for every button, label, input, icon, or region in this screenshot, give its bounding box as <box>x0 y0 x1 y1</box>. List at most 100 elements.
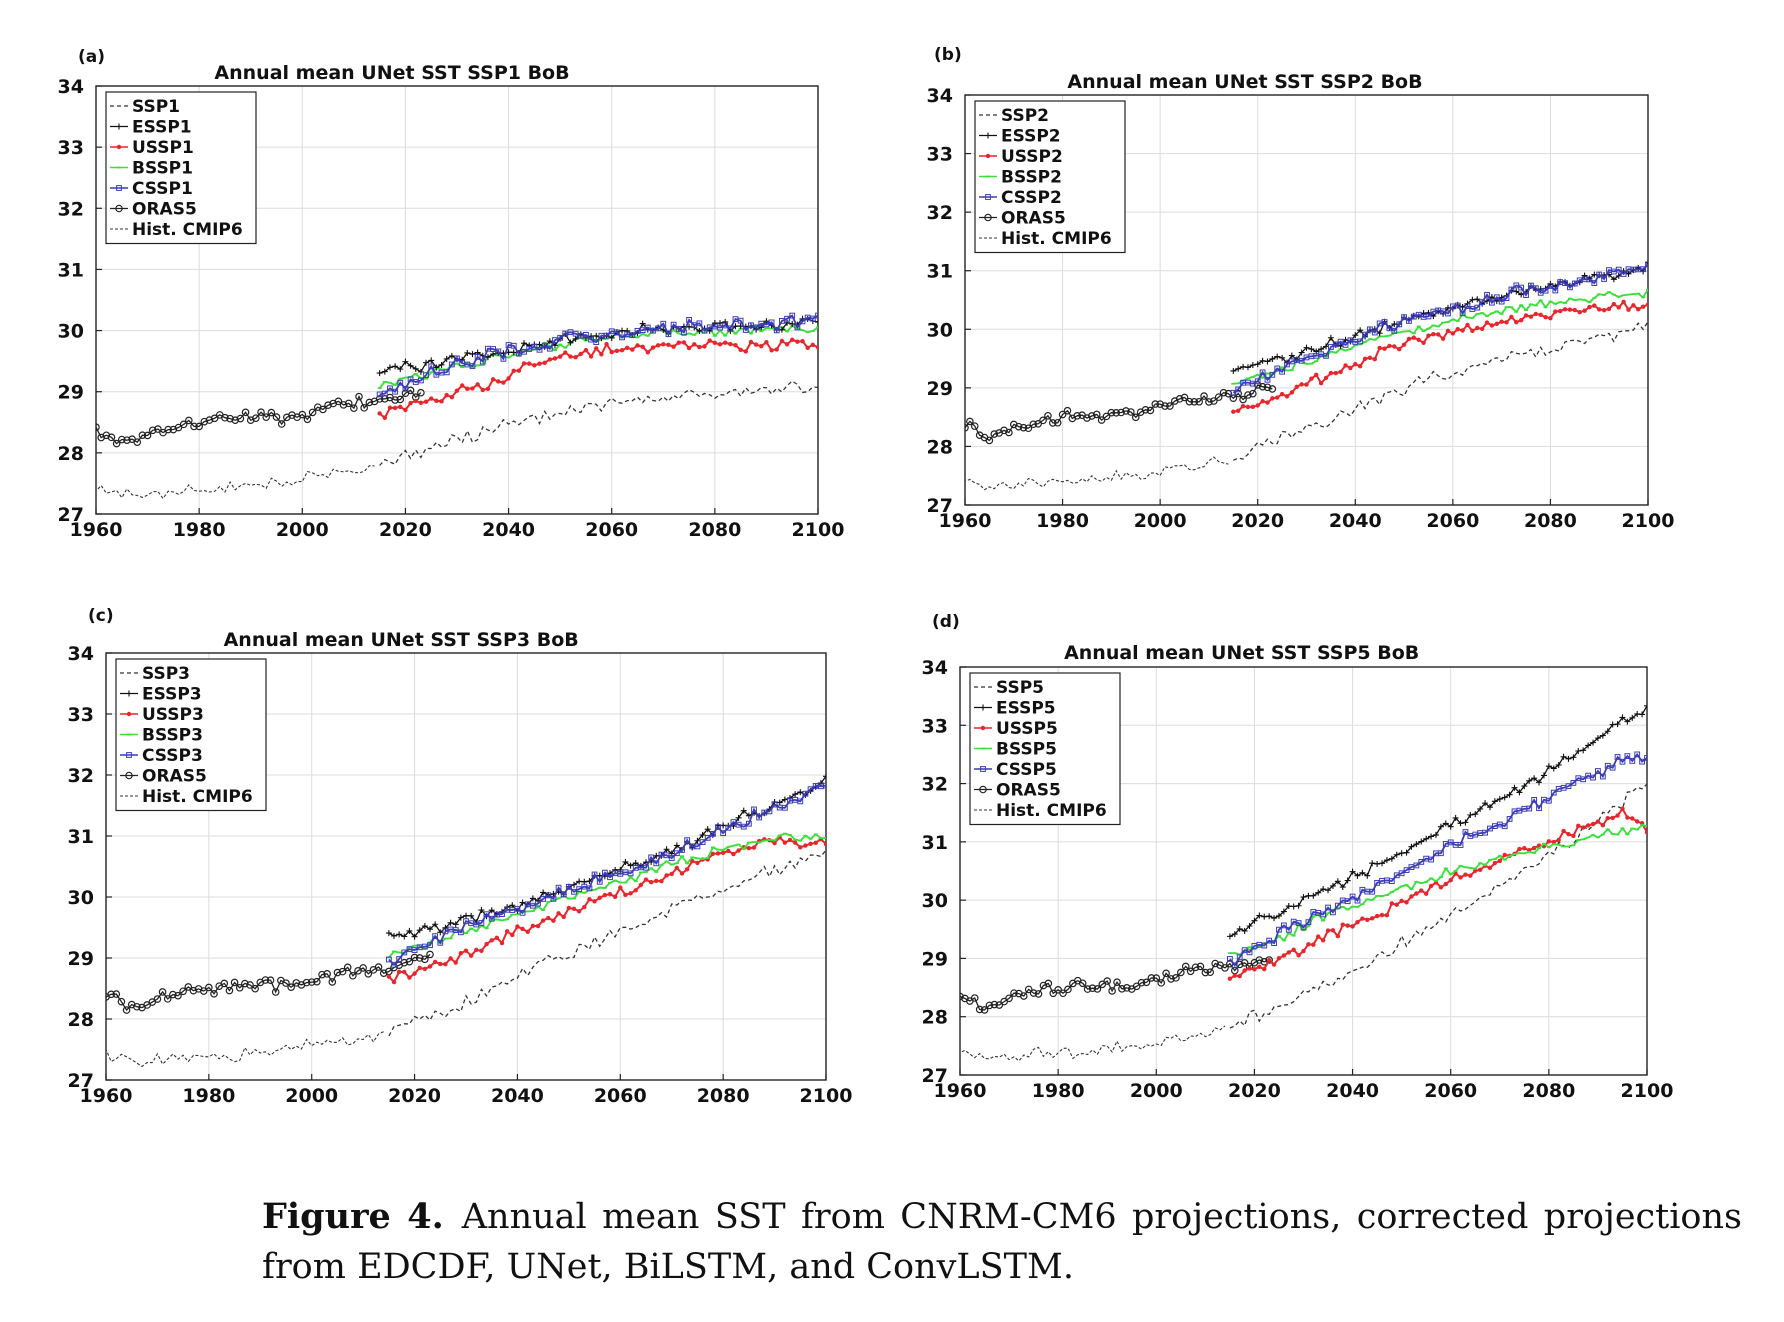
data-point <box>696 320 703 327</box>
data-point <box>1428 833 1435 840</box>
data-point <box>454 355 460 362</box>
figure-caption: Figure 4. Annual mean SST from CNRM-CM6 p… <box>262 1192 1742 1292</box>
data-point <box>597 895 602 901</box>
data-point <box>1354 872 1361 879</box>
data-point <box>417 965 422 971</box>
data-point <box>742 327 749 333</box>
data-point <box>457 914 464 921</box>
y-tick-label: 29 <box>58 382 84 404</box>
data-point <box>529 895 536 902</box>
data-point <box>1345 923 1350 928</box>
data-point <box>588 354 594 359</box>
data-point <box>699 839 706 845</box>
y-tick-label: 28 <box>68 1009 94 1031</box>
data-point <box>550 895 557 902</box>
data-point <box>1509 314 1514 320</box>
data-point <box>1516 789 1523 796</box>
data-point <box>1486 804 1493 811</box>
data-point <box>782 840 788 845</box>
series-layer <box>965 259 1648 491</box>
data-point <box>712 340 718 346</box>
data-point <box>1503 295 1510 301</box>
data-point <box>566 905 572 911</box>
legend-label: Hist. CMIP6 <box>132 220 243 240</box>
data-point <box>576 909 582 914</box>
series-cssp2 <box>1230 261 1648 396</box>
data-point <box>1240 403 1246 409</box>
data-point <box>412 365 419 372</box>
data-point <box>449 394 455 400</box>
data-point <box>527 361 532 366</box>
data-point <box>444 392 449 398</box>
x-tick-label: 1980 <box>1036 510 1089 532</box>
data-point <box>1147 974 1156 982</box>
data-point <box>1291 947 1296 953</box>
chart-panel-4: (d) Annual mean UNet SST SSP5 BoB 1960 1980… <box>922 612 1674 1102</box>
data-point <box>1388 878 1395 884</box>
data-point <box>1474 304 1481 311</box>
data-point <box>1252 967 1257 972</box>
data-point <box>1587 304 1592 310</box>
data-point <box>1337 338 1344 345</box>
data-point <box>1127 408 1135 416</box>
data-point <box>225 986 234 995</box>
legend-label: ORAS5 <box>996 781 1061 801</box>
data-point <box>401 949 408 956</box>
data-point <box>1314 372 1319 377</box>
data-point <box>1624 753 1631 760</box>
data-point <box>364 969 373 978</box>
data-point <box>1594 735 1601 742</box>
data-point <box>815 319 818 326</box>
data-point <box>408 400 413 406</box>
data-point <box>1601 276 1607 282</box>
data-point <box>1556 837 1561 843</box>
data-point <box>1387 343 1392 349</box>
data-point <box>1606 306 1612 312</box>
data-point <box>1644 755 1647 761</box>
data-point <box>443 962 448 967</box>
data-point <box>1334 902 1341 909</box>
data-point <box>1639 711 1646 718</box>
data-point <box>660 320 667 327</box>
data-point <box>815 345 818 350</box>
series-line <box>379 314 818 396</box>
data-point <box>1276 926 1282 933</box>
data-point <box>355 392 363 401</box>
data-point <box>1254 378 1261 385</box>
y-tick-label: 33 <box>927 144 953 166</box>
data-point <box>262 413 270 421</box>
data-point <box>511 368 516 373</box>
series-ssp2 <box>1233 321 1648 461</box>
data-point <box>1381 319 1388 325</box>
data-point <box>338 967 347 976</box>
data-point <box>1005 428 1013 437</box>
data-point <box>344 399 353 408</box>
data-point <box>1585 823 1591 828</box>
data-point <box>1566 832 1571 837</box>
data-point <box>722 318 729 325</box>
data-point <box>391 396 399 404</box>
data-point <box>1384 912 1390 918</box>
data-point <box>1572 307 1578 313</box>
x-tick-label: 2000 <box>1134 510 1187 532</box>
data-point <box>671 344 676 349</box>
x-tick-label: 2080 <box>1524 510 1577 532</box>
data-point <box>640 344 645 349</box>
legend-label: CSSP3 <box>142 746 203 766</box>
data-point <box>555 884 562 891</box>
data-point <box>122 1006 131 1014</box>
data-point <box>1330 909 1336 916</box>
data-point <box>648 854 655 861</box>
data-point <box>1551 839 1556 845</box>
data-point <box>1550 789 1557 796</box>
data-point <box>1227 976 1233 981</box>
data-point <box>1425 313 1432 320</box>
data-point <box>1330 928 1336 933</box>
data-point <box>375 395 384 403</box>
data-point <box>661 342 666 347</box>
data-point <box>308 408 317 417</box>
data-point <box>407 975 412 980</box>
data-point <box>1514 320 1519 325</box>
series-line <box>378 338 818 420</box>
data-point <box>1634 751 1641 758</box>
